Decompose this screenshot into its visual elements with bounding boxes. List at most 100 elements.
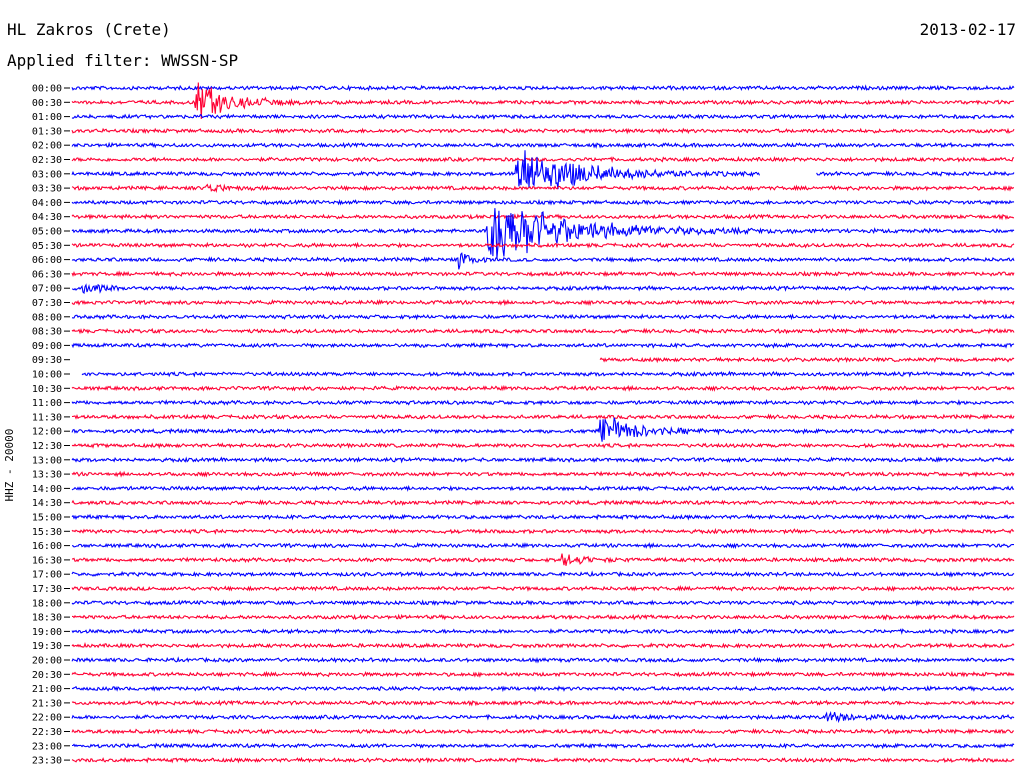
time-tick-label: 23:00 bbox=[32, 741, 62, 752]
time-tick-label: 16:00 bbox=[32, 541, 62, 552]
trace-row bbox=[71, 413, 1015, 421]
time-tick-label: 04:00 bbox=[32, 198, 62, 209]
trace-row bbox=[71, 283, 1015, 295]
trace-row bbox=[71, 183, 1014, 193]
time-tick-label: 03:00 bbox=[32, 169, 62, 180]
trace-row bbox=[71, 208, 1015, 259]
trace-row bbox=[71, 670, 1015, 678]
time-tick-label: 06:00 bbox=[32, 255, 62, 266]
trace-row bbox=[81, 370, 1015, 378]
trace-row bbox=[71, 155, 1015, 163]
trace-row bbox=[71, 342, 1015, 349]
time-tick-label: 10:00 bbox=[32, 370, 62, 381]
trace-row bbox=[71, 417, 1015, 442]
time-tick-label: 23:30 bbox=[32, 756, 62, 767]
trace-row bbox=[71, 252, 1015, 270]
trace-row bbox=[71, 553, 1015, 566]
station-title: HL Zakros (Crete) bbox=[7, 20, 171, 39]
time-tick-label: 15:30 bbox=[32, 527, 62, 538]
trace-row bbox=[71, 399, 1015, 407]
time-tick-label: 18:30 bbox=[32, 613, 62, 624]
trace-row bbox=[599, 356, 1015, 364]
time-tick-label: 19:00 bbox=[32, 627, 62, 638]
filter-label: Applied filter: WWSSN-SP bbox=[7, 51, 239, 70]
trace-row bbox=[71, 470, 1015, 478]
time-tick-label: 14:30 bbox=[32, 498, 62, 509]
time-tick-label: 16:30 bbox=[32, 555, 62, 566]
trace-row bbox=[71, 113, 1015, 121]
time-tick-label: 03:30 bbox=[32, 184, 62, 195]
trace-row bbox=[71, 527, 1015, 535]
trace-row bbox=[71, 513, 1015, 521]
time-tick-label: 15:00 bbox=[32, 513, 62, 524]
time-tick-label: 18:00 bbox=[32, 598, 62, 609]
trace-row bbox=[71, 198, 1015, 206]
time-tick-label: 13:30 bbox=[32, 470, 62, 481]
time-tick-label: 11:30 bbox=[32, 412, 62, 423]
trace-row bbox=[71, 570, 1015, 578]
time-axis: 00:00 00:30 01:00 01:30 02:00 02:30 03:00 03:30… bbox=[32, 84, 70, 767]
trace-row bbox=[71, 642, 1015, 650]
time-tick-label: 07:00 bbox=[32, 284, 62, 295]
time-tick-label: 09:30 bbox=[32, 355, 62, 366]
time-tick-label: 06:30 bbox=[32, 269, 62, 280]
trace-row bbox=[71, 599, 1015, 607]
time-tick-label: 02:00 bbox=[32, 141, 62, 152]
time-tick-label: 05:30 bbox=[32, 241, 62, 252]
trace-row bbox=[71, 484, 1015, 492]
time-tick-label: 05:00 bbox=[32, 227, 62, 238]
time-tick-label: 09:00 bbox=[32, 341, 62, 352]
trace-row bbox=[71, 499, 1015, 506]
time-tick-label: 17:30 bbox=[32, 584, 62, 595]
trace-row bbox=[71, 299, 1015, 307]
trace-row bbox=[71, 150, 1015, 190]
time-tick-label: 20:30 bbox=[32, 670, 62, 681]
time-tick-label: 12:30 bbox=[32, 441, 62, 452]
trace-row bbox=[72, 742, 1015, 750]
time-tick-label: 21:00 bbox=[32, 684, 62, 695]
time-tick-label: 07:30 bbox=[32, 298, 62, 309]
helicorder-traces bbox=[71, 82, 1015, 764]
time-tick-label: 11:00 bbox=[32, 398, 62, 409]
trace-row bbox=[71, 313, 1015, 321]
trace-row bbox=[72, 613, 1015, 621]
time-tick-label: 01:00 bbox=[32, 112, 62, 123]
trace-row bbox=[71, 327, 1015, 335]
time-tick-label: 02:30 bbox=[32, 155, 62, 166]
trace-row bbox=[71, 628, 1015, 635]
time-tick-label: 22:30 bbox=[32, 727, 62, 738]
time-tick-label: 04:30 bbox=[32, 212, 62, 223]
time-tick-label: 13:00 bbox=[32, 455, 62, 466]
trace-row bbox=[71, 241, 1015, 249]
time-tick-label: 22:00 bbox=[32, 713, 62, 724]
record-date: 2013-02-17 bbox=[919, 20, 1016, 39]
trace-row bbox=[71, 270, 1015, 278]
trace-row bbox=[71, 542, 1014, 550]
time-tick-label: 08:30 bbox=[32, 327, 62, 338]
trace-row bbox=[71, 727, 1014, 735]
trace-row bbox=[71, 710, 1015, 724]
trace-row bbox=[71, 442, 1015, 450]
trace-row bbox=[71, 756, 1015, 764]
trace-row bbox=[71, 656, 1015, 664]
time-tick-label: 12:00 bbox=[32, 427, 62, 438]
trace-row bbox=[71, 699, 1015, 707]
trace-row bbox=[71, 456, 1015, 464]
trace-row bbox=[71, 127, 1015, 135]
trace-row bbox=[71, 84, 1015, 92]
trace-row bbox=[71, 584, 1015, 593]
time-tick-label: 00:00 bbox=[32, 84, 62, 95]
time-tick-label: 14:00 bbox=[32, 484, 62, 495]
time-tick-label: 10:30 bbox=[32, 384, 62, 395]
trace-row bbox=[71, 82, 1014, 120]
time-tick-label: 19:30 bbox=[32, 641, 62, 652]
trace-row bbox=[71, 384, 1015, 392]
time-tick-label: 20:00 bbox=[32, 656, 62, 667]
time-tick-label: 00:30 bbox=[32, 98, 62, 109]
trace-row bbox=[71, 141, 1015, 149]
trace-row bbox=[71, 685, 1014, 693]
time-tick-label: 08:00 bbox=[32, 312, 62, 323]
time-tick-label: 17:00 bbox=[32, 570, 62, 581]
time-tick-label: 01:30 bbox=[32, 126, 62, 137]
